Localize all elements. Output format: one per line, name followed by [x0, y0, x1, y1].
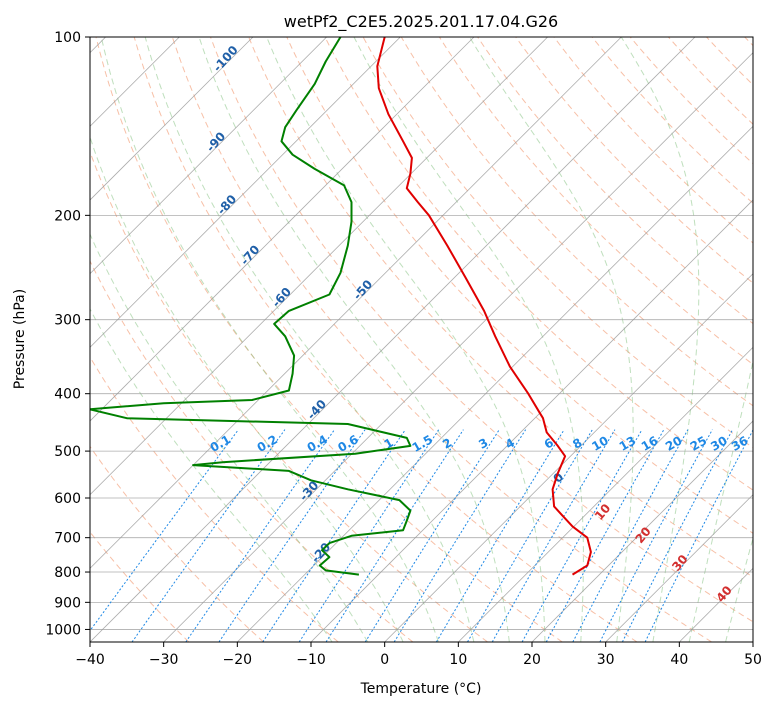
moist-adiabat-line [266, 37, 546, 642]
moist-adiabat-line [620, 37, 700, 642]
dry-adiabat-line [248, 37, 753, 578]
isotherm-line [90, 37, 327, 275]
y-tick-label: 100 [54, 30, 81, 46]
x-tick-label: −40 [75, 652, 105, 668]
dry-adiabat-line [286, 37, 753, 534]
x-axis-label: Temperature (°C) [360, 681, 482, 697]
x-tick-label: 10 [449, 652, 467, 668]
temperature-profile-line [376, 37, 592, 576]
y-tick-label: 600 [54, 491, 81, 507]
moist-adiabat-line [725, 536, 753, 642]
isotherm-line [605, 494, 753, 642]
x-tick-label: −10 [296, 652, 326, 668]
moist-adiabat-line [353, 37, 584, 642]
dry-adiabat-line [90, 445, 264, 642]
y-tick-label: 900 [54, 595, 81, 611]
y-tick-label: 200 [54, 208, 81, 224]
dewpoint-profile-line [90, 37, 412, 576]
dry-adiabat-line [133, 37, 638, 642]
y-tick-label: 400 [54, 387, 81, 403]
isotherm-line [90, 37, 548, 496]
x-tick-label: 20 [523, 652, 541, 668]
dry-adiabat-line [324, 37, 753, 491]
moist-adiabat-line [688, 358, 753, 642]
mixing-ratio-line [621, 429, 734, 642]
isotherm-line [90, 37, 622, 569]
mixing-ratio-line [644, 429, 753, 642]
plot-frame [89, 36, 754, 643]
dry-adiabat-line [210, 37, 753, 623]
moist-adiabat-line [90, 232, 369, 642]
moist-adiabat-line [144, 37, 475, 642]
chart-title: wetPf2_C2E5.2025.201.17.04.G26 [284, 12, 558, 32]
mixing-ratio-line [521, 429, 643, 642]
y-tick-label: 1000 [45, 622, 81, 638]
mixing-ratio-line [325, 429, 464, 642]
mixing-ratio-line [599, 429, 713, 642]
mixing-ratio-line [572, 429, 689, 642]
dry-adiabat-line [90, 259, 414, 642]
dry-adiabat-line [171, 37, 712, 642]
y-tick-label: 800 [54, 565, 81, 581]
mixing-ratio-line [262, 429, 406, 642]
moist-adiabat-line [90, 135, 404, 642]
mixing-ratio-line [545, 429, 665, 642]
x-tick-label: 0 [380, 652, 389, 668]
isotherm-line [163, 52, 753, 642]
isotherm-line [531, 420, 753, 642]
y-tick-label: 700 [54, 531, 81, 547]
mixing-ratio-line [298, 429, 440, 642]
mixing-ratio-line [90, 429, 239, 632]
mixing-ratio-line [218, 429, 366, 642]
mixing-ratio-line [393, 429, 527, 642]
background-lines [90, 37, 753, 642]
dry-adiabat-line [95, 37, 563, 642]
moist-adiabat-line [100, 37, 439, 642]
x-tick-label: 30 [597, 652, 615, 668]
isotherm-line [90, 37, 401, 348]
dry-adiabat-line [515, 37, 753, 284]
axes-layer: −40 −30 −20 −10 0 10 20 30 40 50 100 200 300 400 500 60… [45, 30, 762, 668]
mixing-ratio-line [435, 429, 565, 642]
x-tick-label: −20 [223, 652, 253, 668]
mixing-ratio-line [467, 429, 593, 642]
y-axis-label: Pressure (hPa) [12, 289, 28, 389]
moist-adiabat-line [90, 308, 333, 642]
dry-adiabat-line [90, 356, 339, 642]
mixing-ratio-line [131, 429, 286, 642]
isotherm-line [384, 273, 753, 642]
isotherm-line [310, 199, 753, 642]
y-tick-label: 300 [54, 313, 81, 329]
isotherm-line [90, 37, 254, 201]
moist-adiabat-line [198, 37, 510, 642]
mixing-ratio-line [364, 429, 500, 642]
x-tick-label: −30 [149, 652, 179, 668]
x-tick-label: 50 [744, 652, 762, 668]
mixing-ratio-line [491, 429, 616, 642]
isotherm-line [458, 346, 753, 642]
x-tick-label: 40 [670, 652, 688, 668]
isotherm-line [90, 37, 696, 642]
isotherm-line [90, 37, 475, 422]
y-tick-label: 500 [54, 444, 81, 460]
